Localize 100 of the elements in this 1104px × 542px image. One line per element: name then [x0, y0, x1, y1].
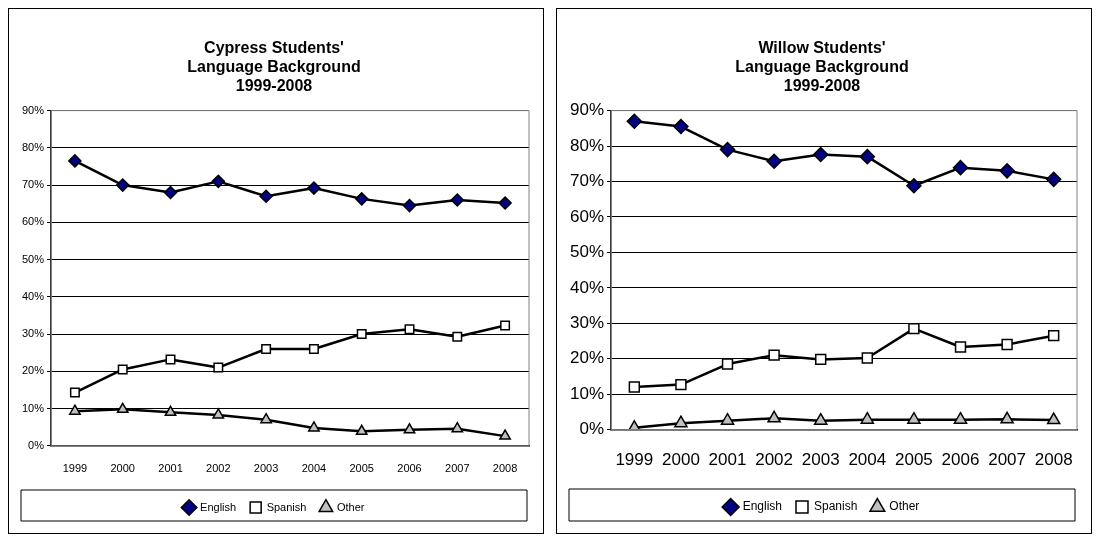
point: [813, 412, 828, 425]
chart-title: Cypress Students' Language Background 1999-2008: [187, 39, 361, 95]
y-tick-label: 20%: [569, 348, 605, 368]
point: [452, 331, 463, 342]
x-tick-label: 2001: [158, 462, 183, 475]
x-tick-label: 2003: [253, 462, 279, 475]
point: [999, 163, 1015, 179]
point: [164, 405, 177, 417]
x-tick-label: 2004: [301, 462, 327, 475]
point: [767, 410, 781, 423]
point: [1000, 411, 1014, 424]
point: [213, 362, 224, 373]
x-tick-label: 1999: [62, 462, 88, 475]
point: [117, 364, 128, 375]
point: [69, 387, 80, 398]
x-tick-label: 2006: [397, 462, 422, 475]
x-tick-label: 2000: [662, 450, 700, 470]
point: [115, 178, 130, 192]
point: [861, 352, 874, 364]
point: [259, 189, 273, 204]
point: [212, 408, 225, 419]
x-tick-label: 2003: [801, 450, 840, 470]
y-tick-label: 50%: [569, 242, 605, 262]
x-tick-label: 2002: [206, 462, 231, 475]
y-tick-label: 70%: [569, 171, 605, 191]
x-tick-label: 2002: [755, 450, 794, 470]
x-tick-label: 2008: [1034, 450, 1073, 470]
point: [626, 113, 643, 129]
point: [499, 429, 512, 440]
point: [450, 193, 465, 207]
point: [500, 320, 511, 331]
y-tick-label: 80%: [21, 140, 45, 153]
x-tick-label: 2001: [708, 450, 747, 470]
x-tick-label: 2004: [848, 450, 887, 470]
point: [768, 349, 780, 361]
point: [451, 421, 464, 433]
y-tick-label: 90%: [569, 100, 605, 120]
y-tick-label: 20%: [21, 364, 45, 377]
point: [673, 118, 689, 135]
point: [721, 358, 734, 370]
y-tick-label: 40%: [21, 289, 45, 302]
point: [68, 404, 81, 415]
legend-label: English: [742, 499, 782, 514]
point: [720, 412, 735, 425]
point: [165, 354, 176, 365]
legend-label: Other: [336, 500, 365, 513]
point: [211, 174, 226, 189]
point: [812, 146, 829, 163]
point: [307, 421, 320, 432]
legend-label: English: [200, 500, 237, 513]
point: [766, 153, 782, 170]
y-tick-label: 0%: [28, 438, 45, 451]
x-tick-label: 1999: [615, 450, 654, 470]
point: [1048, 329, 1060, 342]
point: [355, 424, 368, 436]
point: [307, 181, 321, 195]
point: [674, 415, 688, 428]
point: [719, 141, 736, 158]
point: [402, 198, 417, 213]
point: [1045, 171, 1062, 188]
point: [952, 159, 969, 176]
chart-title: Willow Students' Language Background 1999-2008: [735, 39, 909, 95]
y-tick-label: 50%: [21, 252, 45, 265]
point: [859, 148, 876, 165]
point: [954, 341, 967, 353]
y-tick-label: 10%: [21, 401, 45, 414]
x-tick-label: 2005: [894, 450, 933, 470]
legend-label: Spanish: [266, 500, 307, 513]
point: [815, 353, 827, 366]
point: [1001, 338, 1013, 351]
point: [261, 343, 272, 354]
point: [163, 185, 178, 200]
y-tick-label: 40%: [569, 277, 605, 297]
y-tick-label: 30%: [569, 312, 605, 332]
point: [308, 343, 319, 354]
point: [354, 192, 369, 206]
point: [628, 381, 641, 393]
x-tick-label: 2006: [941, 450, 980, 470]
x-tick-label: 2000: [110, 462, 135, 475]
x-tick-label: 2005: [349, 462, 374, 475]
point: [907, 411, 921, 424]
x-tick-label: 2008: [492, 462, 518, 475]
x-tick-label: 2007: [445, 462, 470, 475]
y-tick-label: 10%: [569, 383, 605, 403]
y-tick-label: 60%: [21, 215, 45, 228]
y-tick-label: 30%: [21, 327, 45, 340]
point: [116, 402, 129, 414]
y-tick-label: 80%: [569, 135, 605, 155]
point: [356, 329, 367, 340]
point: [403, 423, 416, 434]
point: [404, 324, 415, 335]
y-tick-label: 0%: [579, 419, 605, 439]
point: [860, 411, 875, 424]
y-tick-label: 90%: [21, 103, 45, 116]
point: [1046, 412, 1061, 425]
y-tick-label: 60%: [569, 206, 605, 226]
x-tick-label: 2007: [988, 450, 1027, 470]
point: [68, 154, 82, 168]
point: [906, 177, 922, 194]
y-tick-label: 70%: [21, 178, 45, 191]
